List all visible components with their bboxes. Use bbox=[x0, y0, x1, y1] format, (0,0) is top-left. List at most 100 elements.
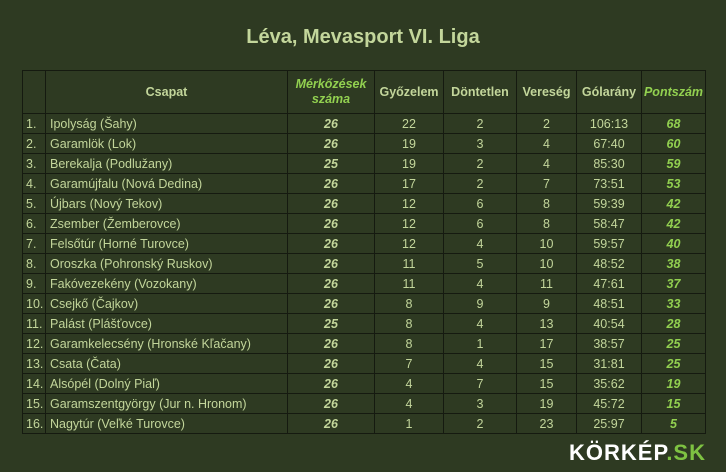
table-row: 6. Zsember (Žemberovce) 26 12 6 8 58:47 42 bbox=[22, 213, 706, 234]
cell-wins: 12 bbox=[374, 233, 444, 254]
table-row: 7. Felsőtúr (Horné Turovce) 26 12 4 10 59:57 40 bbox=[22, 233, 706, 254]
cell-losses: 23 bbox=[516, 413, 577, 434]
cell-rank: 8. bbox=[22, 253, 46, 274]
cell-rank: 2. bbox=[22, 133, 46, 154]
cell-team: Csata (Čata) bbox=[45, 353, 288, 374]
cell-wins: 4 bbox=[374, 393, 444, 414]
header-team: Csapat bbox=[45, 70, 288, 114]
cell-rank: 15. bbox=[22, 393, 46, 414]
table-row: 8. Oroszka (Pohronský Ruskov) 26 11 5 10 48:52… bbox=[22, 253, 706, 274]
cell-matches: 26 bbox=[287, 133, 375, 154]
cell-losses: 4 bbox=[516, 153, 577, 174]
cell-rank: 1. bbox=[22, 113, 46, 134]
cell-matches: 26 bbox=[287, 293, 375, 314]
cell-matches: 26 bbox=[287, 333, 375, 354]
cell-matches: 26 bbox=[287, 413, 375, 434]
cell-rank: 13. bbox=[22, 353, 46, 374]
table-row: 16. Nagytúr (Veľké Turovce) 26 1 2 23 25:97 5 bbox=[22, 413, 706, 434]
cell-wins: 22 bbox=[374, 113, 444, 134]
cell-goals: 59:39 bbox=[576, 193, 642, 214]
cell-matches: 26 bbox=[287, 233, 375, 254]
table-row: 10. Csejkő (Čajkov) 26 8 9 9 48:51 33 bbox=[22, 293, 706, 314]
cell-points: 42 bbox=[641, 213, 706, 234]
cell-wins: 4 bbox=[374, 373, 444, 394]
cell-points: 33 bbox=[641, 293, 706, 314]
cell-matches: 26 bbox=[287, 253, 375, 274]
table-row: 13. Csata (Čata) 26 7 4 15 31:81 25 bbox=[22, 353, 706, 374]
cell-wins: 8 bbox=[374, 293, 444, 314]
cell-team: Garamkelecsény (Hronské Kľačany) bbox=[45, 333, 288, 354]
cell-rank: 6. bbox=[22, 213, 46, 234]
cell-rank: 12. bbox=[22, 333, 46, 354]
cell-points: 68 bbox=[641, 113, 706, 134]
cell-losses: 10 bbox=[516, 233, 577, 254]
cell-goals: 47:61 bbox=[576, 273, 642, 294]
table-header-row: Csapat Mérkőzések száma Győzelem Döntetl… bbox=[22, 70, 706, 114]
cell-team: Nagytúr (Veľké Turovce) bbox=[45, 413, 288, 434]
cell-losses: 8 bbox=[516, 193, 577, 214]
table-row: 14. Alsópél (Dolný Piaľ) 26 4 7 15 35:62 19 bbox=[22, 373, 706, 394]
cell-goals: 85:30 bbox=[576, 153, 642, 174]
table-row: 15. Garamszentgyörgy (Jur n. Hronom) 26 4 3 1… bbox=[22, 393, 706, 414]
cell-rank: 9. bbox=[22, 273, 46, 294]
table-row: 5. Újbars (Nový Tekov) 26 12 6 8 59:39 42 bbox=[22, 193, 706, 214]
cell-goals: 73:51 bbox=[576, 173, 642, 194]
cell-points: 53 bbox=[641, 173, 706, 194]
cell-team: Zsember (Žemberovce) bbox=[45, 213, 288, 234]
cell-wins: 12 bbox=[374, 193, 444, 214]
cell-team: Garamújfalu (Nová Dedina) bbox=[45, 173, 288, 194]
cell-goals: 48:52 bbox=[576, 253, 642, 274]
cell-wins: 19 bbox=[374, 153, 444, 174]
cell-draws: 4 bbox=[443, 353, 517, 374]
cell-points: 60 bbox=[641, 133, 706, 154]
cell-losses: 17 bbox=[516, 333, 577, 354]
cell-goals: 31:81 bbox=[576, 353, 642, 374]
cell-points: 40 bbox=[641, 233, 706, 254]
cell-team: Palást (Plášťovce) bbox=[45, 313, 288, 334]
cell-draws: 1 bbox=[443, 333, 517, 354]
cell-team: Ipolyság (Šahy) bbox=[45, 113, 288, 134]
cell-matches: 26 bbox=[287, 353, 375, 374]
cell-matches: 26 bbox=[287, 213, 375, 234]
header-goals: Gólarány bbox=[576, 70, 642, 114]
cell-rank: 10. bbox=[22, 293, 46, 314]
cell-team: Alsópél (Dolný Piaľ) bbox=[45, 373, 288, 394]
table-row: 9. Fakóvezekény (Vozokany) 26 11 4 11 47:61 37 bbox=[22, 273, 706, 294]
cell-draws: 4 bbox=[443, 233, 517, 254]
cell-rank: 16. bbox=[22, 413, 46, 434]
table-row: 11. Palást (Plášťovce) 25 8 4 13 40:54 28 bbox=[22, 313, 706, 334]
cell-rank: 4. bbox=[22, 173, 46, 194]
table-row: 12. Garamkelecsény (Hronské Kľačany) 26 8 1 1… bbox=[22, 333, 706, 354]
cell-team: Berekalja (Podlužany) bbox=[45, 153, 288, 174]
cell-matches: 26 bbox=[287, 173, 375, 194]
cell-goals: 58:47 bbox=[576, 213, 642, 234]
cell-losses: 15 bbox=[516, 353, 577, 374]
cell-points: 15 bbox=[641, 393, 706, 414]
cell-team: Felsőtúr (Horné Turovce) bbox=[45, 233, 288, 254]
cell-losses: 8 bbox=[516, 213, 577, 234]
cell-goals: 106:13 bbox=[576, 113, 642, 134]
cell-draws: 7 bbox=[443, 373, 517, 394]
korkep-logo: KÖRKÉP.SK bbox=[569, 440, 706, 465]
cell-draws: 2 bbox=[443, 113, 517, 134]
cell-wins: 17 bbox=[374, 173, 444, 194]
cell-rank: 3. bbox=[22, 153, 46, 174]
cell-goals: 45:72 bbox=[576, 393, 642, 414]
cell-points: 5 bbox=[641, 413, 706, 434]
cell-matches: 25 bbox=[287, 153, 375, 174]
cell-losses: 13 bbox=[516, 313, 577, 334]
league-table: Csapat Mérkőzések száma Győzelem Döntetl… bbox=[22, 70, 706, 434]
cell-draws: 5 bbox=[443, 253, 517, 274]
cell-wins: 1 bbox=[374, 413, 444, 434]
cell-matches: 26 bbox=[287, 193, 375, 214]
cell-wins: 11 bbox=[374, 273, 444, 294]
cell-losses: 19 bbox=[516, 393, 577, 414]
cell-matches: 26 bbox=[287, 373, 375, 394]
cell-draws: 6 bbox=[443, 213, 517, 234]
table-row: 3. Berekalja (Podlužany) 25 19 2 4 85:30 59 bbox=[22, 153, 706, 174]
cell-draws: 9 bbox=[443, 293, 517, 314]
cell-goals: 25:97 bbox=[576, 413, 642, 434]
header-draws: Döntetlen bbox=[443, 70, 517, 114]
cell-team: Csejkő (Čajkov) bbox=[45, 293, 288, 314]
cell-team: Újbars (Nový Tekov) bbox=[45, 193, 288, 214]
